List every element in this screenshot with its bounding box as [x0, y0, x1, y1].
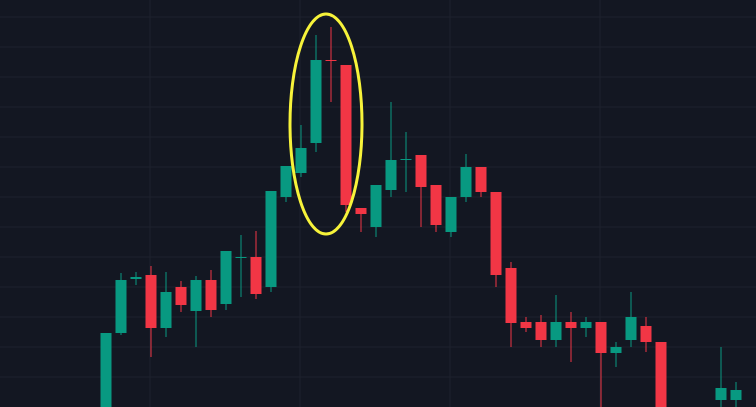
candle-body [130, 277, 142, 279]
candle-body [505, 268, 517, 323]
candle-body [310, 60, 322, 143]
candle-body [385, 160, 397, 190]
candle-body [325, 60, 337, 61]
candle-body [595, 322, 607, 353]
candle-body [355, 208, 367, 214]
candle-body [610, 347, 622, 353]
candle-body [580, 322, 592, 328]
candle-body [400, 159, 412, 160]
candle-body [565, 322, 577, 328]
candle-body [115, 280, 127, 333]
candle-body [490, 192, 502, 275]
candle-body [550, 322, 562, 340]
candle-body [430, 185, 442, 225]
candle-body [715, 388, 727, 400]
candle-body [250, 257, 262, 294]
candle-body [265, 191, 277, 287]
candle-body [655, 342, 667, 407]
candle-body [235, 257, 247, 258]
highlight-ellipse [288, 12, 364, 236]
candle-body [175, 287, 187, 305]
candle-body [160, 292, 172, 328]
candle-body [625, 317, 637, 340]
candle-body [445, 197, 457, 232]
candle-body [145, 275, 157, 328]
candle-body [340, 65, 352, 205]
candle-body [475, 167, 487, 192]
candle-body [520, 322, 532, 328]
candle-body [205, 280, 217, 310]
candle-body [220, 251, 232, 304]
candle-body [190, 280, 202, 311]
candle-body [280, 166, 292, 197]
candles [100, 27, 742, 407]
candle-body [100, 333, 112, 407]
candle-body [535, 322, 547, 340]
candle-body [460, 167, 472, 197]
candle-body [640, 326, 652, 342]
candle-body [370, 185, 382, 227]
candle-body [295, 148, 307, 173]
candle-body [730, 390, 742, 400]
candle-body [415, 155, 427, 187]
